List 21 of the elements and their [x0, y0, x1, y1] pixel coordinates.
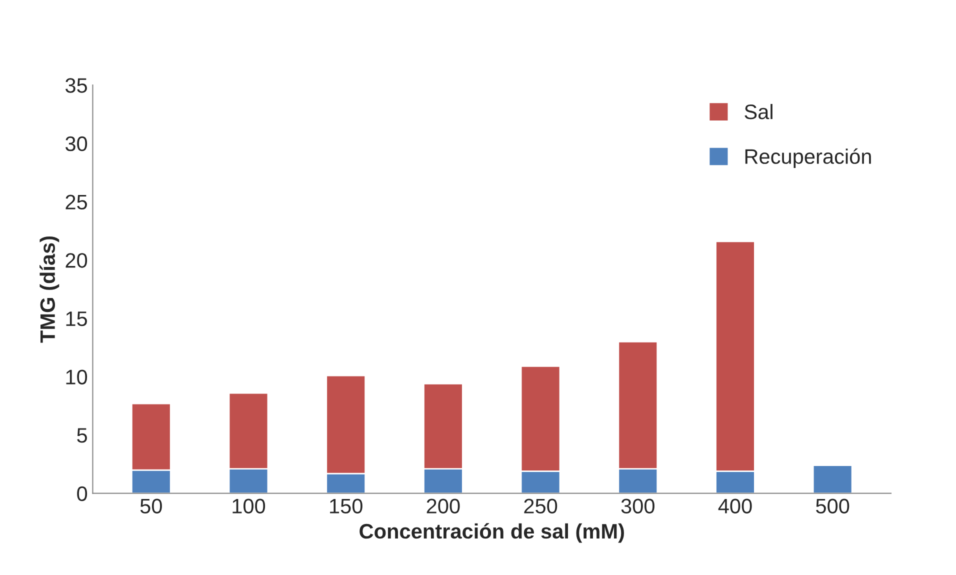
y-tick-label: 0: [77, 486, 88, 502]
x-tick-label: 500: [816, 498, 850, 514]
x-tick-label: 300: [621, 498, 654, 514]
y-tick-label: 20: [66, 253, 88, 268]
x-tick-label: 150: [330, 498, 362, 514]
y-tick-label: 10: [66, 370, 88, 384]
y-tick-label: 15: [66, 312, 87, 326]
legend-label: Recuperación: [745, 148, 871, 168]
x-tick-label: 50: [140, 498, 162, 514]
y-tick-label: 5: [77, 428, 87, 443]
legend-label: Sal: [744, 104, 772, 120]
y-tick-label: 25: [66, 194, 87, 210]
x-tick-label: 200: [426, 498, 460, 514]
x-axis-title: Concentración de sal (mM): [360, 523, 624, 543]
x-tick-label: 400: [718, 498, 752, 514]
y-axis-title: TMG (días): [40, 236, 60, 343]
bar: [812, 464, 853, 494]
x-tick-label: 100: [232, 498, 266, 514]
x-tick-label: 250: [524, 498, 558, 514]
y-tick-label: 30: [65, 136, 88, 152]
y-tick-label: 35: [65, 78, 87, 93]
